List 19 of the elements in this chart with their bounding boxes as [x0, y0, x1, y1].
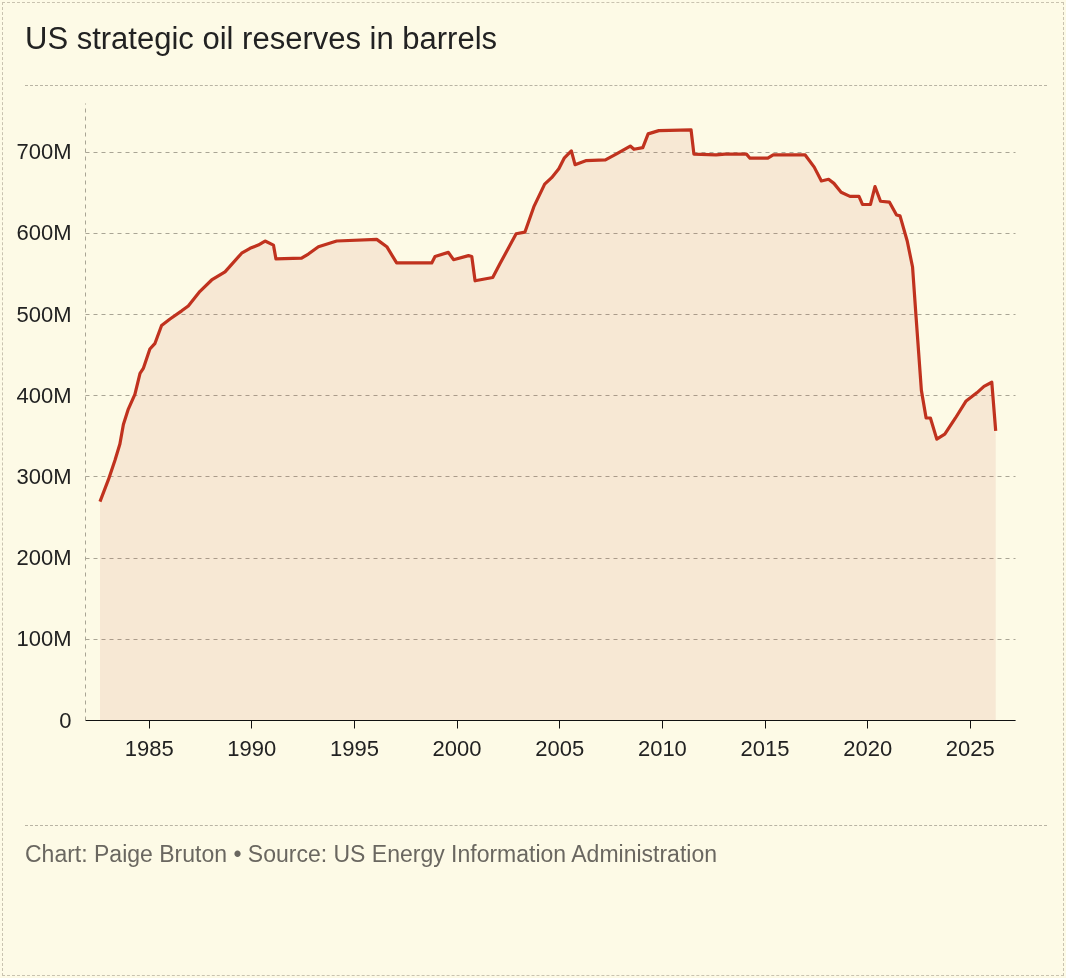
- x-tick-label: 2020: [843, 735, 893, 761]
- x-tick-label: 2015: [740, 735, 790, 761]
- x-tick-label: 1985: [124, 735, 174, 761]
- x-tick-label: 2000: [432, 735, 482, 761]
- y-tick-label: 0: [59, 707, 72, 733]
- y-tick-label: 400M: [16, 382, 72, 408]
- x-tick-label: 1995: [329, 735, 379, 761]
- y-tick-label: 600M: [16, 220, 72, 246]
- y-tick-label: 300M: [16, 463, 72, 489]
- y-tick-label: 200M: [16, 545, 72, 571]
- y-tick-label: 100M: [16, 626, 72, 652]
- y-tick-label: 700M: [16, 139, 72, 165]
- y-tick-label: 500M: [16, 301, 72, 327]
- x-tick-label: 2010: [637, 735, 687, 761]
- chart-title: US strategic oil reserves in barrels: [25, 21, 498, 57]
- x-tick-label: 1990: [227, 735, 277, 761]
- text: Chart: Paige Bruton • Source: US Energy Information Administration: [25, 841, 717, 868]
- x-tick-label: 2005: [535, 735, 585, 761]
- x-tick-label: 2025: [945, 735, 995, 761]
